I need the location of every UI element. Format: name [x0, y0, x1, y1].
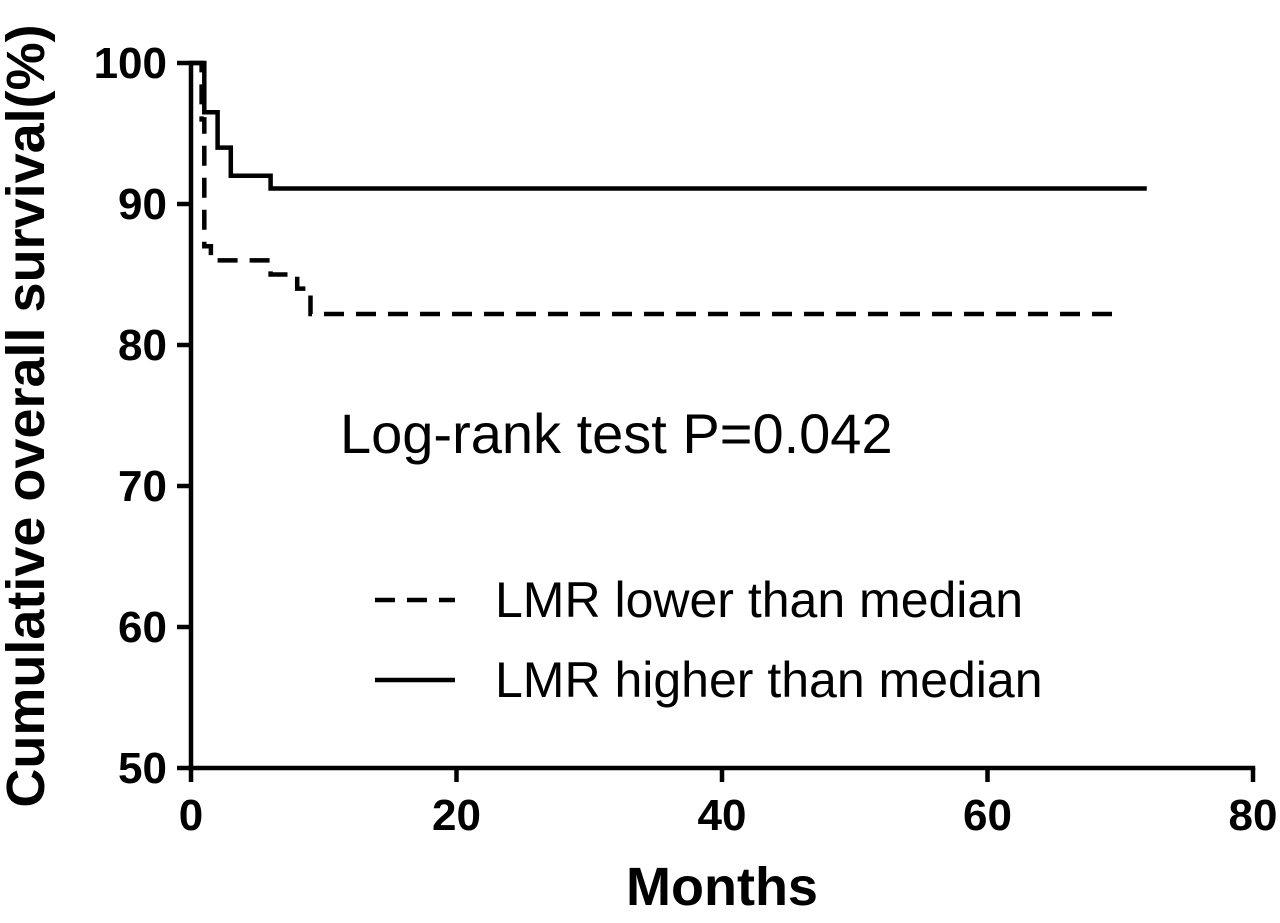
x-tick-label: 80 [1229, 791, 1278, 840]
survival-curves [191, 60, 1147, 317]
y-axis-title: Cumulative overall survival(%) [0, 24, 56, 807]
ticks [177, 60, 1256, 782]
legend-label-higher: LMR higher than median [495, 652, 1043, 708]
x-tick-label: 60 [963, 791, 1012, 840]
y-tick-label: 100 [94, 39, 167, 88]
series-line-higher [191, 60, 1147, 191]
y-tick-label: 50 [118, 744, 167, 793]
legend: LMR lower than median LMR higher than me… [375, 572, 1043, 708]
tick-labels: 0 20 40 60 80 50 60 70 80 90 100 [94, 39, 1278, 840]
legend-label-lower: LMR lower than median [495, 572, 1023, 628]
y-tick-label: 90 [118, 180, 167, 229]
series-line-lower [191, 60, 1121, 317]
y-tick-label: 60 [118, 603, 167, 652]
x-axis-title: Months [626, 857, 818, 917]
y-tick-label: 80 [118, 321, 167, 370]
x-tick-label: 0 [179, 791, 203, 840]
y-tick-label: 70 [118, 462, 167, 511]
x-tick-label: 40 [698, 791, 747, 840]
x-tick-label: 20 [432, 791, 481, 840]
log-rank-annotation: Log-rank test P=0.042 [340, 402, 893, 465]
